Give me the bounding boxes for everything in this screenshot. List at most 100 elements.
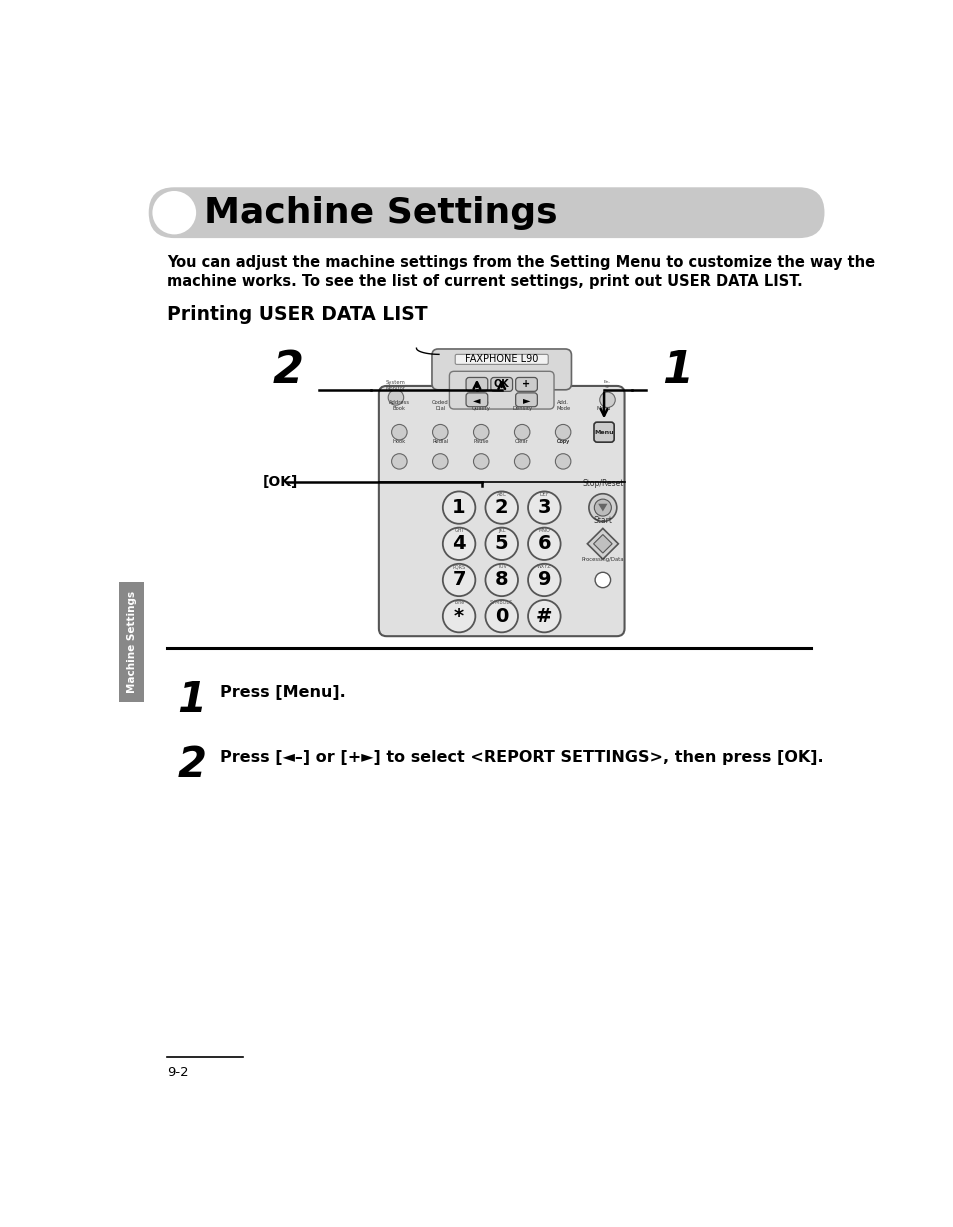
FancyBboxPatch shape (378, 387, 624, 636)
Circle shape (442, 492, 475, 524)
FancyBboxPatch shape (594, 422, 614, 442)
FancyBboxPatch shape (491, 378, 512, 391)
Text: 2: 2 (273, 348, 303, 393)
Text: Copy: Copy (556, 439, 569, 444)
Text: +: + (522, 379, 530, 389)
Text: ►: ► (522, 395, 530, 405)
Text: *: * (454, 606, 464, 626)
Circle shape (485, 528, 517, 560)
Text: 9-2: 9-2 (167, 1066, 189, 1079)
Text: 4: 4 (452, 534, 465, 553)
Text: 9: 9 (537, 571, 551, 589)
Text: 6: 6 (537, 534, 551, 553)
Text: FAXPHONE L90: FAXPHONE L90 (464, 355, 537, 364)
Text: TUV: TUV (497, 564, 506, 569)
Text: Add.
Mode: Add. Mode (556, 400, 570, 411)
Circle shape (588, 493, 617, 521)
Text: 2: 2 (177, 744, 206, 787)
Circle shape (442, 528, 475, 560)
Circle shape (599, 393, 615, 407)
Circle shape (473, 425, 489, 439)
Text: WXYZ: WXYZ (537, 564, 551, 569)
FancyBboxPatch shape (466, 378, 487, 391)
FancyBboxPatch shape (455, 355, 548, 364)
Text: Redial: Redial (432, 439, 448, 444)
Text: Machine Settings: Machine Settings (127, 591, 136, 693)
Text: Menu: Menu (597, 406, 611, 411)
Text: Pause: Pause (473, 439, 489, 444)
Text: Copy: Copy (556, 439, 569, 444)
Text: 7: 7 (452, 571, 465, 589)
Circle shape (388, 390, 403, 405)
Text: En-
gy
Sa-
er: En- gy Sa- er (603, 380, 611, 398)
Text: Tone: Tone (453, 600, 464, 605)
Text: OK: OK (494, 379, 509, 389)
Text: Press [Menu].: Press [Menu]. (220, 685, 345, 699)
Text: 0: 0 (495, 606, 508, 626)
Text: 1: 1 (177, 679, 206, 720)
FancyBboxPatch shape (432, 348, 571, 390)
Text: ◄: ◄ (473, 395, 480, 405)
Circle shape (528, 528, 560, 560)
Text: Coded
Dial: Coded Dial (432, 400, 448, 411)
Circle shape (442, 600, 475, 632)
Text: 1: 1 (452, 498, 465, 517)
Text: PQRS: PQRS (452, 564, 465, 569)
FancyBboxPatch shape (449, 372, 554, 409)
Circle shape (595, 572, 610, 588)
Polygon shape (593, 535, 612, 553)
Text: Start: Start (593, 515, 612, 524)
Text: SYMBOLS: SYMBOLS (490, 600, 513, 605)
Text: GHI: GHI (455, 528, 463, 533)
Text: System
Monitor: System Monitor (386, 380, 405, 390)
Text: Machine Settings: Machine Settings (204, 195, 557, 229)
Text: Image
Quality: Image Quality (472, 400, 490, 411)
Circle shape (432, 454, 448, 469)
FancyBboxPatch shape (516, 393, 537, 406)
Circle shape (528, 600, 560, 632)
Circle shape (485, 492, 517, 524)
Polygon shape (598, 504, 607, 512)
Text: 8: 8 (495, 571, 508, 589)
FancyBboxPatch shape (149, 188, 823, 238)
Text: Stop/Reset: Stop/Reset (581, 480, 623, 488)
Text: 3: 3 (537, 498, 551, 517)
Circle shape (514, 425, 529, 439)
Text: #: # (536, 606, 552, 626)
FancyBboxPatch shape (516, 378, 537, 391)
Text: Printing USER DATA LIST: Printing USER DATA LIST (167, 306, 428, 324)
Circle shape (391, 454, 407, 469)
Circle shape (594, 499, 611, 517)
Text: You can adjust the machine settings from the Setting Menu to customize the way t: You can adjust the machine settings from… (167, 255, 875, 270)
Text: MNO: MNO (537, 528, 550, 533)
Circle shape (432, 425, 448, 439)
Text: -: - (475, 379, 478, 389)
Text: Menu: Menu (594, 429, 613, 434)
Circle shape (528, 564, 560, 596)
Text: Density: Density (512, 406, 532, 411)
Text: [OK]: [OK] (262, 475, 297, 490)
Circle shape (514, 454, 529, 469)
Circle shape (485, 600, 517, 632)
Text: DEF: DEF (539, 492, 549, 497)
Circle shape (555, 454, 570, 469)
Polygon shape (119, 583, 144, 702)
Circle shape (151, 190, 197, 236)
Text: 5: 5 (495, 534, 508, 553)
Text: Clear: Clear (515, 439, 529, 444)
Circle shape (555, 425, 570, 439)
Text: Address
Book: Address Book (389, 400, 410, 411)
Polygon shape (587, 529, 618, 560)
Text: Press [◄–] or [+►] to select <REPORT SETTINGS>, then press [OK].: Press [◄–] or [+►] to select <REPORT SET… (220, 750, 822, 766)
Circle shape (391, 425, 407, 439)
Text: JKL: JKL (497, 528, 505, 533)
Circle shape (473, 454, 489, 469)
Text: ABC: ABC (497, 492, 506, 497)
Text: 1: 1 (661, 348, 692, 393)
Text: Processing/Data: Processing/Data (581, 557, 623, 562)
Circle shape (442, 564, 475, 596)
FancyBboxPatch shape (466, 393, 487, 406)
Text: 2: 2 (495, 498, 508, 517)
Text: Hook: Hook (393, 439, 406, 444)
Circle shape (528, 492, 560, 524)
